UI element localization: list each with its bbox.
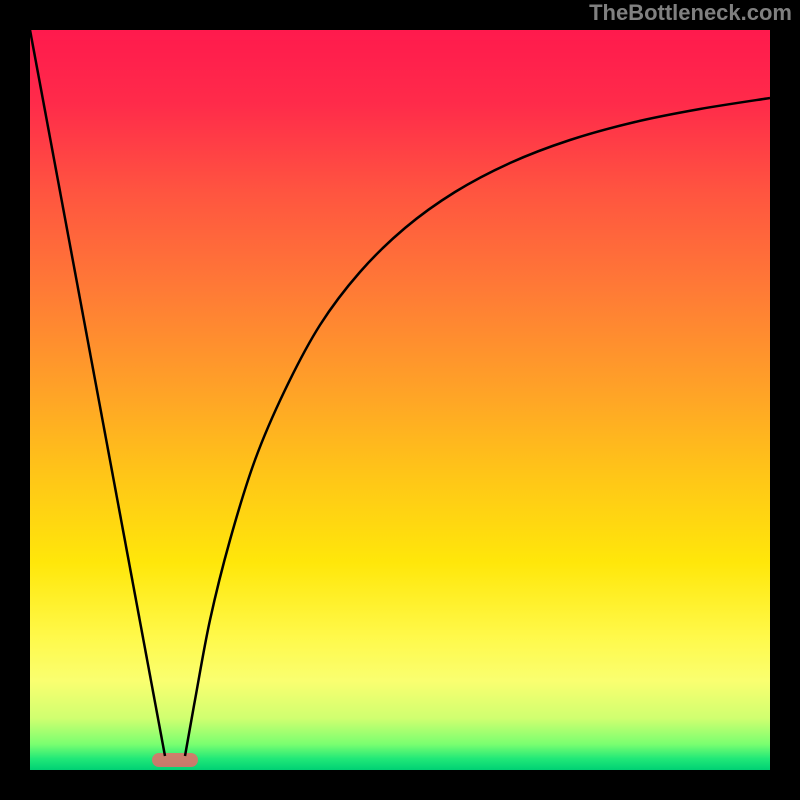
bottleneck-chart	[0, 0, 800, 800]
min-marker	[152, 753, 198, 767]
plot-background-gradient	[30, 30, 770, 770]
watermark-text: TheBottleneck.com	[589, 0, 792, 26]
